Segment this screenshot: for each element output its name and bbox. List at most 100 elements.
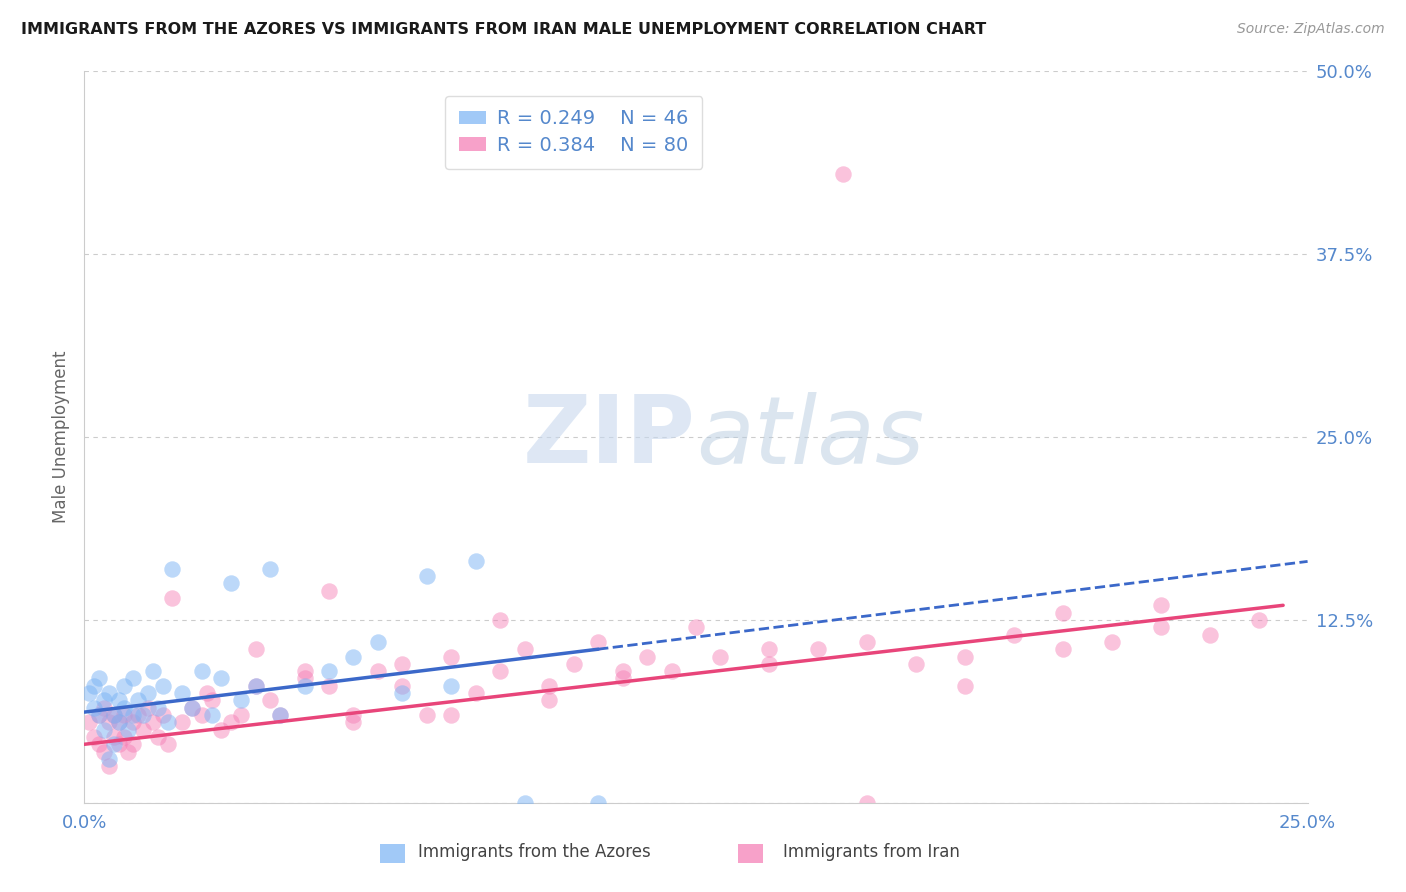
Point (117, 723, 139, 737)
Point (181, 700, 204, 714)
Point (172, 686, 194, 700)
Point (440, 649, 463, 664)
Point (87, 708, 110, 723)
Text: Immigrants from the Azores: Immigrants from the Azores (418, 843, 651, 861)
Point (416, 569, 439, 583)
Point (122, 715, 145, 730)
Point (107, 693, 129, 707)
Point (132, 723, 155, 737)
Point (122, 672, 145, 686)
Point (127, 708, 149, 723)
Point (1150, 620, 1173, 634)
Point (259, 693, 281, 707)
Point (245, 642, 267, 657)
Point (162, 562, 184, 576)
Point (93, 693, 115, 707)
Point (87, 672, 110, 686)
Point (953, 649, 976, 664)
Point (209, 723, 232, 737)
Point (758, 657, 780, 671)
Point (807, 642, 830, 657)
Point (156, 715, 179, 730)
Point (146, 730, 169, 744)
Point (83, 679, 105, 693)
Point (342, 715, 364, 730)
Point (342, 649, 364, 664)
Point (636, 649, 658, 664)
Point (103, 730, 125, 744)
Point (318, 679, 340, 693)
Point (245, 679, 267, 693)
Point (367, 635, 389, 649)
Point (181, 700, 204, 714)
Point (93, 745, 115, 759)
Point (1101, 635, 1123, 649)
Point (122, 708, 145, 723)
Point (269, 708, 291, 723)
Point (562, 657, 585, 671)
Point (97, 752, 120, 766)
Point (586, 796, 609, 810)
Point (219, 715, 242, 730)
Point (259, 562, 281, 576)
Point (97, 715, 120, 730)
Point (136, 686, 159, 700)
Point (142, 715, 165, 730)
Point (229, 708, 252, 723)
Point (93, 700, 115, 714)
Point (93, 723, 115, 737)
Point (661, 664, 683, 678)
Point (367, 664, 389, 678)
Legend: R = 0.249    N = 46, R = 0.384    N = 80: R = 0.249 N = 46, R = 0.384 N = 80 (444, 95, 703, 169)
Point (440, 679, 463, 693)
Point (209, 672, 232, 686)
Point (586, 635, 609, 649)
Text: ZIP: ZIP (523, 391, 696, 483)
Point (191, 708, 214, 723)
Point (612, 664, 634, 678)
Point (1198, 627, 1220, 641)
Point (391, 679, 413, 693)
Text: IMMIGRANTS FROM THE AZORES VS IMMIGRANTS FROM IRAN MALE UNEMPLOYMENT CORRELATION: IMMIGRANTS FROM THE AZORES VS IMMIGRANTS… (21, 22, 987, 37)
Point (245, 679, 267, 693)
Point (87, 737, 110, 751)
Point (489, 664, 512, 678)
Point (294, 679, 316, 693)
Text: Source: ZipAtlas.com: Source: ZipAtlas.com (1237, 22, 1385, 37)
Point (156, 737, 179, 751)
Point (294, 664, 316, 678)
Point (97, 759, 120, 773)
Point (464, 686, 486, 700)
Point (97, 686, 120, 700)
Point (112, 679, 135, 693)
Point (1247, 613, 1270, 627)
Point (1002, 627, 1025, 641)
Point (200, 693, 222, 707)
Point (856, 635, 879, 649)
Point (107, 737, 129, 751)
Point (132, 708, 155, 723)
Point (112, 730, 135, 744)
Point (200, 708, 222, 723)
Point (127, 693, 149, 707)
Point (162, 591, 184, 605)
Point (953, 679, 976, 693)
Point (142, 664, 165, 678)
Point (117, 745, 139, 759)
Point (1052, 642, 1074, 657)
Point (269, 708, 291, 723)
Point (294, 672, 316, 686)
Point (195, 686, 218, 700)
Point (1150, 599, 1173, 613)
Point (83, 730, 105, 744)
Point (112, 700, 135, 714)
Text: atlas: atlas (696, 392, 924, 483)
Point (318, 583, 340, 598)
Point (191, 664, 214, 678)
Point (513, 796, 536, 810)
Point (856, 796, 879, 810)
Point (1052, 606, 1074, 620)
Point (152, 708, 174, 723)
Point (440, 708, 463, 723)
Point (685, 620, 707, 634)
